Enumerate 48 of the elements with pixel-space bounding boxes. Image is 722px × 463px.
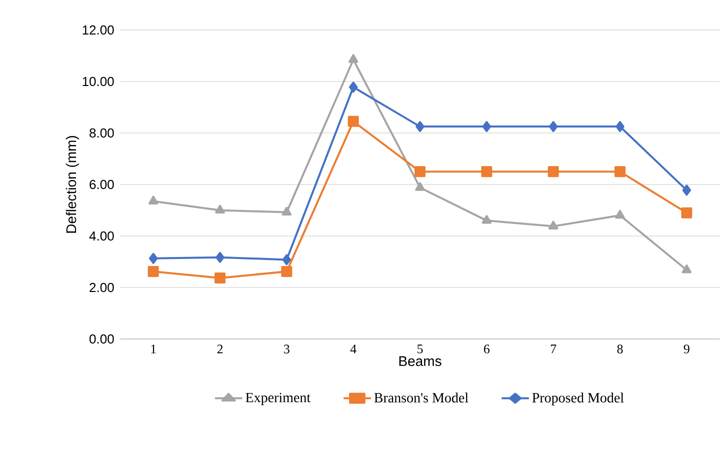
y-tick-label: 2.00 [90, 282, 114, 292]
point [282, 206, 292, 216]
y-tick-label: 0.00 [90, 334, 114, 344]
x-tick-label: 6 [484, 344, 490, 354]
point [481, 166, 492, 178]
point [482, 121, 492, 132]
point [215, 204, 225, 214]
point [615, 210, 625, 219]
y-tick-label: 10.00 [82, 76, 114, 86]
y-tick-label: 8.00 [90, 128, 114, 138]
y-tick-label: 4.00 [89, 231, 114, 241]
point [348, 54, 358, 63]
x-tick-label: 7 [550, 344, 556, 354]
point [548, 220, 558, 230]
point [214, 272, 226, 284]
point [482, 215, 492, 224]
point [216, 252, 224, 263]
point [682, 184, 692, 196]
point [282, 254, 292, 266]
point [548, 166, 559, 178]
point [682, 264, 692, 274]
y-tick-label: 6.00 [90, 180, 114, 190]
point [148, 252, 158, 264]
point [414, 166, 426, 178]
x-tick-label: 1 [151, 344, 156, 354]
point [148, 196, 158, 204]
x-tick-label: 4 [350, 344, 356, 354]
point [348, 82, 358, 93]
x-tick-label: 3 [284, 344, 290, 354]
x-tick-label: 2 [217, 344, 223, 354]
point [681, 207, 692, 218]
x-axis-title: Beams [399, 356, 442, 366]
y-tick-label: 12.00 [82, 25, 114, 35]
x-tick-label: 5 [418, 344, 423, 354]
x-tick-label: 8 [617, 344, 623, 354]
point [616, 121, 624, 132]
point [281, 266, 292, 278]
point [614, 166, 626, 178]
legend-label: Branson's Model [374, 392, 468, 402]
point [148, 266, 159, 278]
legend-label: Experiment [246, 392, 311, 406]
y-axis-title: Deflection (mm) [66, 136, 79, 233]
point [416, 121, 424, 132]
point [415, 182, 425, 191]
x-tick-label: 9 [684, 344, 690, 354]
point [348, 116, 359, 127]
legend-label: Proposed Model [532, 392, 624, 406]
point [548, 121, 558, 132]
